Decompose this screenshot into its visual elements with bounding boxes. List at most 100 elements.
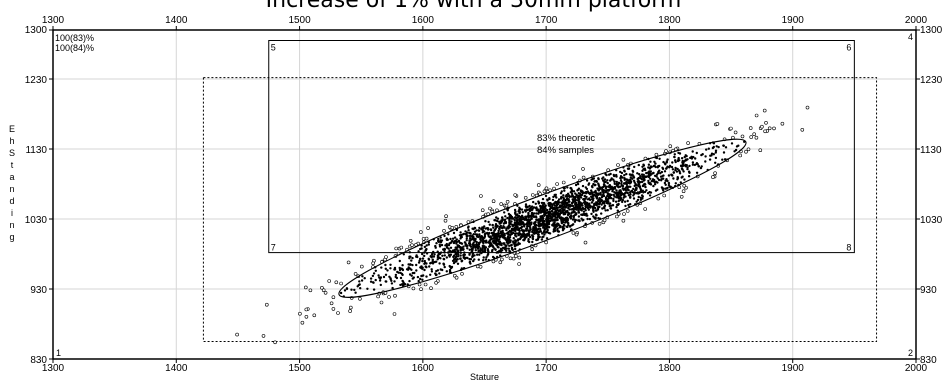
data-point [516, 216, 519, 219]
data-point [321, 288, 326, 293]
data-point [674, 159, 677, 162]
data-point [628, 182, 631, 185]
data-point [379, 300, 384, 305]
data-point [597, 217, 600, 220]
data-point [348, 309, 352, 313]
data-point [393, 266, 397, 270]
data-point [570, 211, 574, 214]
data-point [264, 302, 269, 307]
data-point [458, 234, 462, 237]
data-point [695, 171, 699, 174]
data-point [562, 208, 565, 212]
data-point [554, 225, 558, 229]
data-point [433, 253, 436, 256]
data-point [547, 202, 550, 205]
data-point [541, 219, 545, 222]
data-point [561, 226, 565, 230]
data-point [447, 254, 451, 257]
data-point [482, 226, 485, 230]
data-point [478, 253, 481, 256]
data-point [763, 129, 767, 134]
data-point [609, 185, 612, 188]
data-point [520, 220, 524, 224]
data-point [680, 167, 684, 170]
data-point [676, 167, 679, 171]
data-point [589, 206, 592, 209]
data-point [497, 240, 500, 243]
data-point [532, 200, 535, 204]
data-point [670, 173, 673, 176]
data-point [353, 272, 358, 276]
data-point [577, 215, 581, 218]
data-point [399, 245, 404, 250]
data-point [491, 223, 494, 227]
data-point [384, 273, 388, 276]
data-point [400, 267, 403, 270]
data-point [752, 132, 757, 136]
data-point [421, 267, 424, 270]
data-point [559, 208, 562, 212]
data-point [345, 287, 349, 290]
data-point [401, 264, 404, 267]
data-point [354, 291, 357, 294]
data-point [650, 165, 653, 169]
data-point [700, 165, 703, 168]
data-point [591, 177, 594, 181]
data-point [551, 204, 554, 207]
data-point [595, 196, 598, 199]
y-tick-label-right: 1300 [920, 25, 943, 36]
data-point [498, 222, 501, 225]
data-point [413, 271, 416, 275]
data-point [614, 214, 619, 219]
data-point [442, 262, 445, 265]
data-point [363, 277, 366, 280]
data-point [392, 312, 397, 316]
y-axis-label-char: d [9, 196, 14, 206]
data-point [481, 240, 484, 244]
data-point [629, 195, 632, 199]
data-point [678, 152, 682, 155]
data-point [449, 246, 453, 249]
data-point [552, 202, 555, 205]
data-point [714, 156, 718, 160]
data-point [430, 270, 434, 273]
data-point [480, 235, 484, 238]
data-point [597, 222, 602, 226]
data-point [542, 217, 545, 220]
data-point [421, 252, 424, 256]
data-point [484, 227, 487, 230]
data-point [688, 164, 691, 168]
data-point [494, 248, 497, 251]
data-point [572, 175, 576, 179]
data-point [460, 271, 464, 276]
data-point [540, 201, 544, 205]
data-point [596, 207, 600, 210]
data-point [641, 195, 644, 198]
data-point [537, 230, 541, 234]
data-point [455, 260, 458, 263]
data-point [508, 256, 513, 261]
data-point [473, 226, 476, 230]
data-point [439, 236, 442, 239]
data-point [603, 181, 606, 184]
data-point [372, 288, 376, 291]
data-point [584, 222, 587, 225]
data-point [429, 255, 432, 258]
data-point [459, 248, 462, 252]
data-point [717, 145, 720, 149]
data-point [708, 158, 712, 161]
data-point [612, 178, 615, 181]
data-point [613, 182, 616, 185]
data-point [488, 231, 491, 235]
data-point [523, 196, 528, 200]
box-corner-label: 5 [271, 43, 276, 53]
data-point [603, 178, 607, 181]
data-point [499, 251, 503, 254]
y-axis-label-char: t [11, 160, 14, 170]
data-point [452, 255, 455, 259]
data-point [432, 250, 435, 254]
data-point [473, 230, 477, 233]
data-point [499, 202, 504, 206]
data-point [428, 265, 431, 268]
chart-title: Increase of 1% with a 30mm platform [265, 0, 682, 13]
